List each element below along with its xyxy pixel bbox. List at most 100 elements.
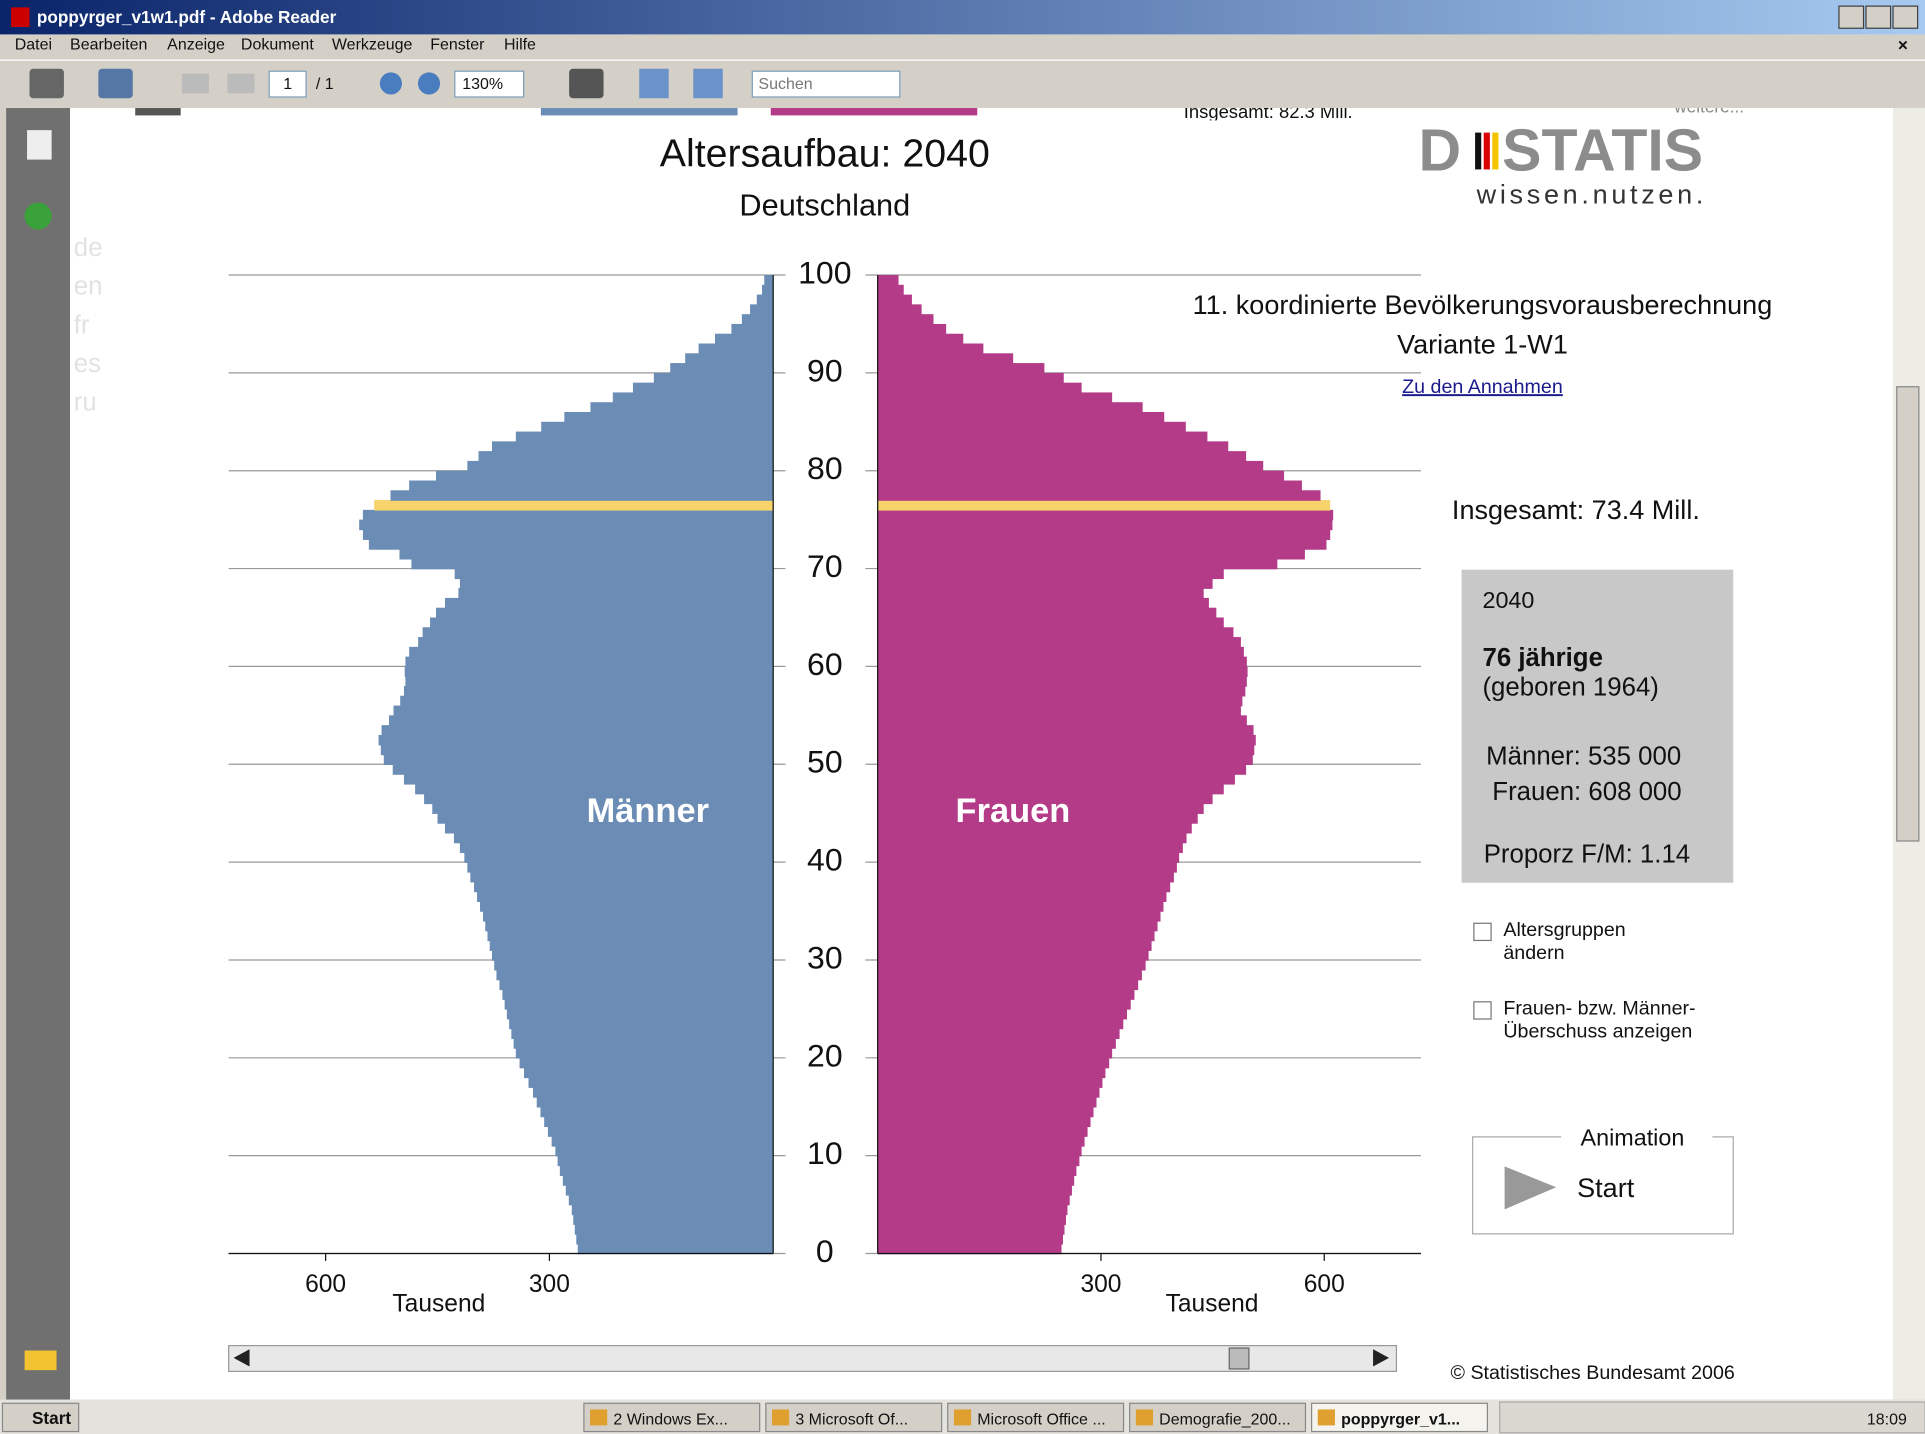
h-scrollbar[interactable] xyxy=(228,1344,1398,1372)
bar xyxy=(383,754,774,766)
bar xyxy=(571,1204,774,1216)
scroll-left[interactable] xyxy=(233,1349,250,1367)
bar xyxy=(494,959,774,971)
zoom-in[interactable] xyxy=(417,72,441,95)
menu-item[interactable]: Werkzeuge xyxy=(332,37,413,54)
checkbox-label: Überschuss anzeigen xyxy=(1503,1021,1692,1043)
bar xyxy=(877,950,1149,961)
x-tick-label: 300 xyxy=(1080,1271,1121,1298)
task-button[interactable] xyxy=(947,1402,1125,1433)
bar xyxy=(444,822,774,834)
y-tick-label: 70 xyxy=(807,548,843,584)
bar xyxy=(877,637,1241,648)
help-icon[interactable] xyxy=(24,202,52,230)
zoom-field[interactable] xyxy=(454,70,525,98)
assumptions-link[interactable]: Zu den Annahmen xyxy=(1402,376,1563,398)
copyright: © Statistisches Bundesamt 2006 xyxy=(1451,1362,1735,1384)
snapshot-icon[interactable] xyxy=(569,68,604,99)
bar xyxy=(483,911,774,922)
y-tick-label: 10 xyxy=(807,1135,843,1171)
bar xyxy=(877,1116,1091,1128)
page-field[interactable] xyxy=(268,70,307,98)
language-option[interactable]: fr xyxy=(74,311,90,339)
total: Insgesamt: 73.4 Mill. xyxy=(1452,495,1700,525)
scroll-right[interactable] xyxy=(1373,1349,1390,1367)
menu-item[interactable]: Hilfe xyxy=(504,37,536,54)
language-option[interactable]: de xyxy=(74,234,103,262)
bar xyxy=(877,431,1208,443)
task-button[interactable] xyxy=(1129,1402,1307,1433)
bar xyxy=(877,744,1255,756)
variant: Variante 1-W1 xyxy=(1397,329,1568,359)
info-ratio: Proporz F/M: 1.14 xyxy=(1484,841,1690,869)
task-button[interactable] xyxy=(583,1402,761,1433)
bar xyxy=(877,656,1247,668)
checkbox[interactable] xyxy=(1473,922,1492,942)
minimize-button[interactable] xyxy=(1838,5,1865,29)
search-field[interactable] xyxy=(751,70,901,98)
bar xyxy=(458,588,774,599)
bar xyxy=(378,734,774,746)
task-button[interactable] xyxy=(1310,1402,1489,1433)
bar xyxy=(489,940,774,951)
bar xyxy=(877,695,1243,707)
menu-item[interactable]: Anzeige xyxy=(167,37,225,54)
checkbox[interactable] xyxy=(1473,1001,1492,1020)
checkbox-label: Altersgruppen xyxy=(1503,919,1625,941)
task-label: 3 Microsoft Of... xyxy=(795,1412,908,1429)
doc-close[interactable]: × xyxy=(1898,35,1908,55)
bar xyxy=(568,1194,774,1206)
bar xyxy=(877,588,1204,599)
menu-item[interactable]: Dokument xyxy=(241,37,314,54)
bar xyxy=(877,1087,1100,1098)
bar xyxy=(731,323,774,335)
y-tick-label: 30 xyxy=(807,939,843,975)
bar xyxy=(374,500,774,511)
bar xyxy=(555,1145,774,1157)
bar xyxy=(504,999,774,1010)
bar xyxy=(877,470,1285,482)
bar xyxy=(877,891,1167,902)
fit-width-icon[interactable] xyxy=(639,68,669,99)
clipped-total: Insgesamt: 82.3 Mill. xyxy=(1184,101,1353,122)
bar xyxy=(877,979,1139,991)
bar xyxy=(478,451,774,462)
fit-page-icon[interactable] xyxy=(693,68,723,99)
task-label: Demografie_200... xyxy=(1159,1412,1290,1429)
print-icon[interactable] xyxy=(29,68,64,99)
start-button[interactable] xyxy=(1,1402,80,1433)
bar xyxy=(409,646,774,658)
bar xyxy=(877,1214,1066,1225)
scroll-thumb[interactable] xyxy=(1228,1347,1250,1370)
language-option[interactable]: ru xyxy=(74,389,97,417)
task-label: poppyrger_v1... xyxy=(1341,1412,1460,1429)
back-icon[interactable] xyxy=(181,73,209,94)
play-button[interactable] xyxy=(1504,1166,1557,1210)
bar xyxy=(467,862,774,873)
menu-item[interactable]: Fenster xyxy=(430,37,485,54)
menu-item[interactable]: Bearbeiten xyxy=(70,37,147,54)
bar xyxy=(877,764,1247,775)
info-age: 76 jährige xyxy=(1482,644,1602,672)
comments-icon[interactable] xyxy=(24,1350,57,1371)
maximize-button[interactable] xyxy=(1865,5,1892,29)
bar xyxy=(393,705,774,717)
v-scroll-thumb[interactable] xyxy=(1896,386,1920,842)
search-icon[interactable] xyxy=(98,68,133,99)
pages-icon[interactable] xyxy=(27,130,52,160)
bar xyxy=(368,539,774,550)
bar xyxy=(877,539,1327,550)
bar xyxy=(453,832,774,844)
forward-icon[interactable] xyxy=(227,73,255,94)
close-button[interactable] xyxy=(1892,5,1919,29)
bar xyxy=(390,490,774,501)
bar xyxy=(362,509,774,521)
task-button[interactable] xyxy=(765,1402,943,1433)
zoom-out[interactable] xyxy=(379,72,402,95)
bar xyxy=(877,1155,1080,1167)
menu-item[interactable]: Datei xyxy=(15,37,52,54)
language-option[interactable]: en xyxy=(74,273,103,301)
start-label[interactable]: Start xyxy=(1577,1173,1635,1203)
language-option[interactable]: es xyxy=(74,350,101,378)
bar xyxy=(877,1136,1085,1147)
